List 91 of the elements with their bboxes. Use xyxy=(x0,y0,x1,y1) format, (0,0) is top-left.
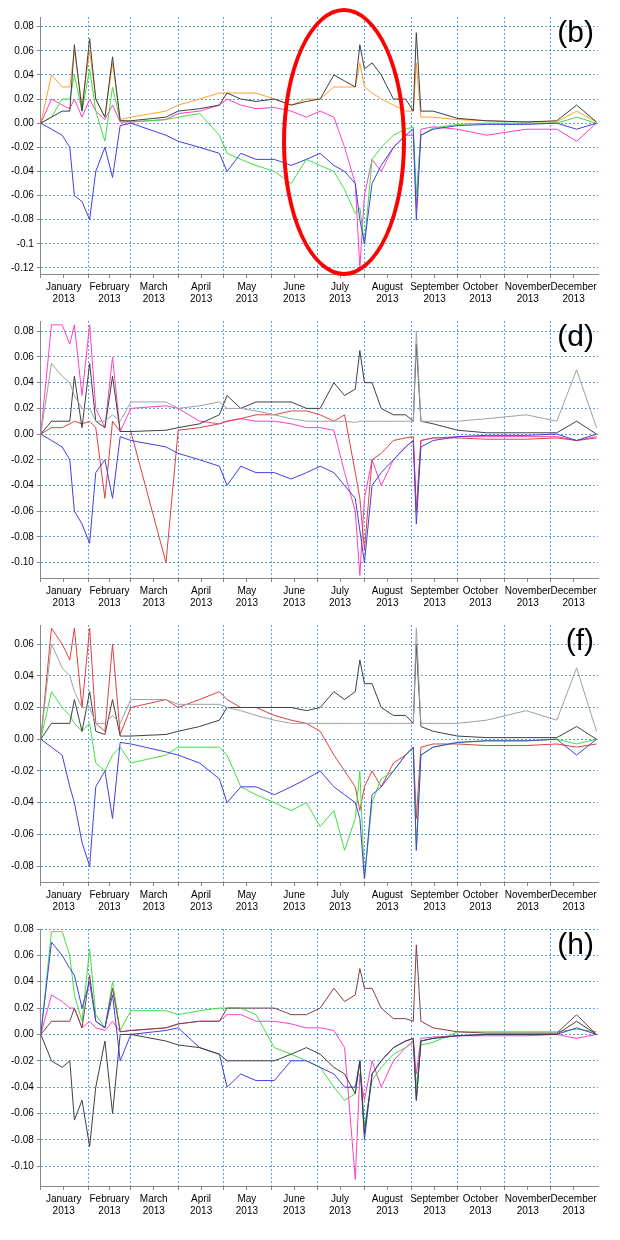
y-tick-label: -0.08 xyxy=(11,1133,35,1145)
x-tick-label: July 2013 xyxy=(328,888,352,912)
x-tick-label: September 2013 xyxy=(410,280,460,304)
y-tick-label: -0.04 xyxy=(11,165,35,177)
y-tick-label: -0.10 xyxy=(11,1159,35,1171)
y-tick-label: 0.02 xyxy=(14,1001,35,1013)
y-tick-label: -0.02 xyxy=(11,453,35,465)
x-tick-label: March 2013 xyxy=(139,888,168,912)
x-tick-label: January 2013 xyxy=(45,1192,82,1216)
y-tick-label: -0.06 xyxy=(11,504,35,516)
x-tick-label: February 2013 xyxy=(89,584,130,608)
x-tick-label: July 2013 xyxy=(328,1192,352,1216)
y-tick-label: -0.06 xyxy=(11,1107,35,1119)
x-tick-label: October 2013 xyxy=(462,1192,499,1216)
y-tick-label: 0.08 xyxy=(14,20,35,32)
y-tick-label: -0.02 xyxy=(11,1054,35,1066)
y-tick-label: 0.02 xyxy=(14,92,35,104)
y-tick-label: 0.00 xyxy=(14,427,35,439)
x-tick-label: May 2013 xyxy=(235,888,259,912)
y-tick-label: -0.06 xyxy=(11,189,35,201)
x-tick-label: June 2013 xyxy=(283,888,306,912)
x-tick-label: April 2013 xyxy=(189,888,213,912)
x-tick-label: December 2013 xyxy=(550,280,598,304)
chart-title: (d) xyxy=(557,319,594,353)
chart-title: (b) xyxy=(557,15,594,49)
y-tick-label: 0.08 xyxy=(14,325,35,337)
y-tick-label: 0.08 xyxy=(14,922,35,934)
y-tick-label: -0.08 xyxy=(11,530,35,542)
x-tick-label: March 2013 xyxy=(139,1192,168,1216)
chart-title: (h) xyxy=(557,927,594,961)
y-tick-label: -0.08 xyxy=(11,859,35,871)
x-tick-label: March 2013 xyxy=(139,584,168,608)
y-tick-label: 0.00 xyxy=(14,1028,35,1040)
x-tick-label: December 2013 xyxy=(550,888,598,912)
x-tick-label: November 2013 xyxy=(504,1192,552,1216)
x-tick-label: July 2013 xyxy=(328,584,352,608)
y-tick-label: -0.04 xyxy=(11,796,35,808)
x-tick-label: November 2013 xyxy=(504,584,552,608)
x-tick-label: April 2013 xyxy=(189,280,213,304)
x-tick-label: May 2013 xyxy=(235,280,259,304)
x-tick-label: January 2013 xyxy=(45,280,82,304)
y-tick-label: -0.1 xyxy=(16,237,35,249)
chart-title: (f) xyxy=(565,623,594,657)
x-tick-label: February 2013 xyxy=(89,1192,130,1216)
y-tick-label: -0.06 xyxy=(11,828,35,840)
y-tick-label: 0.00 xyxy=(14,116,35,128)
x-tick-label: December 2013 xyxy=(550,1192,598,1216)
y-tick-label: 0.06 xyxy=(14,949,35,961)
y-tick-label: 0.02 xyxy=(14,701,35,713)
x-tick-label: September 2013 xyxy=(410,888,460,912)
x-tick-label: September 2013 xyxy=(410,1192,460,1216)
x-tick-label: February 2013 xyxy=(89,280,130,304)
x-tick-label: October 2013 xyxy=(462,888,499,912)
x-tick-label: May 2013 xyxy=(235,1192,259,1216)
y-tick-label: -0.04 xyxy=(11,479,35,491)
y-tick-label: -0.02 xyxy=(11,764,35,776)
y-tick-label: 0.06 xyxy=(14,350,35,362)
y-tick-label: -0.04 xyxy=(11,1080,35,1092)
y-tick-label: 0.02 xyxy=(14,402,35,414)
y-tick-label: 0.00 xyxy=(14,732,35,744)
x-tick-label: May 2013 xyxy=(235,584,259,608)
y-tick-label: -0.08 xyxy=(11,213,35,225)
x-tick-label: August 2013 xyxy=(371,1192,404,1216)
y-tick-label: -0.12 xyxy=(11,261,35,273)
x-tick-label: August 2013 xyxy=(371,584,404,608)
y-tick-label: 0.06 xyxy=(14,44,35,56)
x-tick-label: April 2013 xyxy=(189,584,213,608)
x-tick-label: December 2013 xyxy=(550,584,598,608)
x-tick-label: August 2013 xyxy=(371,280,404,304)
x-tick-label: June 2013 xyxy=(283,584,306,608)
x-tick-label: January 2013 xyxy=(45,584,82,608)
x-tick-label: September 2013 xyxy=(410,584,460,608)
x-tick-label: January 2013 xyxy=(45,888,82,912)
x-tick-label: June 2013 xyxy=(283,280,306,304)
x-tick-label: October 2013 xyxy=(462,584,499,608)
x-tick-label: November 2013 xyxy=(504,280,552,304)
x-tick-label: April 2013 xyxy=(189,1192,213,1216)
x-tick-label: March 2013 xyxy=(139,280,168,304)
x-tick-label: June 2013 xyxy=(283,1192,306,1216)
y-tick-label: 0.04 xyxy=(14,975,35,987)
x-tick-label: July 2013 xyxy=(328,280,352,304)
x-tick-label: February 2013 xyxy=(89,888,130,912)
y-tick-label: -0.10 xyxy=(11,556,35,568)
y-tick-label: 0.04 xyxy=(14,68,35,80)
x-tick-label: August 2013 xyxy=(371,888,404,912)
y-tick-label: -0.02 xyxy=(11,141,35,153)
y-tick-label: 0.04 xyxy=(14,376,35,388)
y-tick-label: 0.06 xyxy=(14,637,35,649)
x-tick-label: October 2013 xyxy=(462,280,499,304)
x-tick-label: November 2013 xyxy=(504,888,552,912)
y-tick-label: 0.04 xyxy=(14,669,35,681)
